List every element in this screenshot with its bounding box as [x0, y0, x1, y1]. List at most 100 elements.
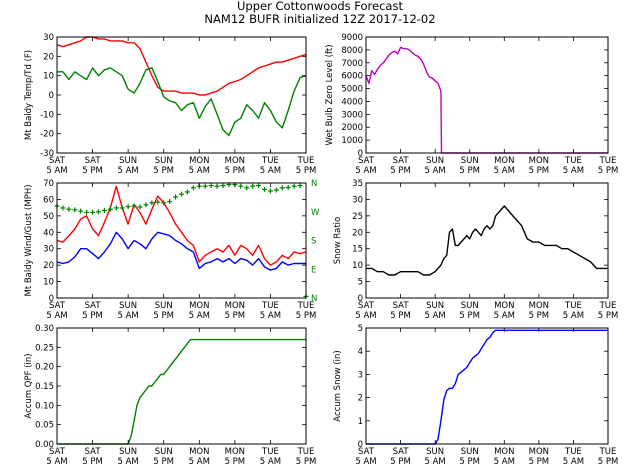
wind-direction-axis-label: N [311, 294, 317, 304]
x-tick-day-label: SAT [85, 301, 102, 311]
x-tick-time-label: 5 AM [355, 457, 376, 465]
y-tick-label: 30 [43, 245, 54, 255]
x-tick-time-label: 5 AM [355, 311, 376, 321]
x-tick-time-label: 5 AM [425, 457, 446, 465]
x-tick-day-label: TUE [599, 156, 617, 166]
x-tick-day-label: SAT [85, 447, 102, 457]
y-tick-label: 0 [49, 91, 54, 101]
y-tick-label: 3 [358, 370, 363, 380]
wind-direction-point [202, 183, 208, 189]
axes-frame [56, 327, 307, 445]
wind-direction-point [96, 209, 101, 215]
x-tick-time-label: 5 PM [390, 457, 411, 465]
x-tick-day-label: SAT [393, 156, 410, 166]
x-tick-time-label: 5 PM [529, 166, 550, 176]
x-tick-time-label: 5 AM [260, 311, 281, 321]
x-tick-day-label: MON [529, 447, 549, 457]
x-tick-day-label: SUN [461, 447, 479, 457]
x-tick-day-label: SUN [461, 156, 479, 166]
x-tick-day-label: MON [494, 447, 514, 457]
x-tick-day-label: SAT [358, 156, 375, 166]
wind-direction-point [285, 184, 291, 190]
wind-direction-point [267, 188, 273, 194]
x-tick-day-label: MON [189, 156, 209, 166]
x-tick-time-label: 5 PM [225, 311, 246, 321]
y-tick-label: 2 [358, 394, 363, 404]
y-tick-label: 8000 [341, 46, 363, 56]
wind-direction-point [262, 186, 267, 192]
x-tick-day-label: SAT [358, 447, 375, 457]
y-tick-label: 0.00 [35, 440, 54, 450]
y-tick-label: 5000 [341, 85, 363, 95]
x-tick-day-label: TUE [564, 447, 582, 457]
x-tick-time-label: 5 PM [153, 457, 174, 465]
y-tick-label: 70 [43, 179, 54, 189]
x-tick-day-label: SUN [155, 447, 173, 457]
x-tick-time-label: 5 AM [494, 311, 515, 321]
y-tick-label: 10 [43, 278, 54, 288]
series-line-snow [366, 329, 608, 445]
y-tick-label: 6000 [341, 72, 363, 82]
wind-direction-point [60, 205, 66, 211]
x-tick-day-label: TUE [297, 447, 315, 457]
x-tick-day-label: SUN [155, 301, 173, 311]
x-tick-day-label: SAT [358, 301, 375, 311]
x-tick-time-label: 5 PM [459, 166, 480, 176]
y-tick-label: 15 [352, 245, 363, 255]
wind-direction-axis-label: N [311, 179, 317, 189]
wind-direction-point [179, 191, 184, 197]
axes-frame [365, 327, 609, 445]
x-tick-day-label: MON [494, 156, 514, 166]
x-tick-day-label: MON [529, 156, 549, 166]
y-tick-label: 0.15 [35, 382, 54, 392]
x-tick-time-label: 5 AM [425, 166, 446, 176]
y-tick-label: 20 [43, 52, 54, 62]
wind-direction-point [113, 205, 119, 211]
series-line-wind [56, 231, 306, 271]
x-tick-time-label: 5 AM [260, 457, 281, 465]
y-tick-label: 35 [352, 179, 363, 189]
x-tick-time-label: 5 PM [390, 166, 411, 176]
series-line-qpf [57, 338, 306, 445]
y-tick-label: -30 [40, 149, 54, 159]
wind-direction-point [208, 183, 214, 189]
y-tick-label: 0.25 [35, 343, 54, 353]
x-tick-time-label: 5 PM [598, 457, 619, 465]
x-tick-time-label: 5 AM [355, 166, 376, 176]
y-tick-label: -20 [40, 130, 54, 140]
x-tick-day-label: SUN [119, 301, 137, 311]
y-tick-label: 9000 [341, 33, 363, 43]
wind-direction-point [101, 207, 107, 213]
wind-direction-point [291, 183, 297, 189]
x-tick-day-label: SAT [49, 156, 66, 166]
x-tick-day-label: SUN [426, 156, 444, 166]
wind-direction-point [72, 207, 78, 213]
wind-direction-point [125, 204, 131, 210]
x-tick-time-label: 5 PM [225, 166, 246, 176]
y-axis-label: Mt Baldy Wind/Gust (MPH) [24, 184, 34, 296]
x-tick-day-label: SAT [393, 301, 410, 311]
wind-direction-point [66, 206, 72, 212]
wind-direction-point [273, 187, 279, 193]
x-tick-time-label: 5 PM [296, 311, 317, 321]
wind-direction-point [297, 183, 303, 189]
x-tick-day-label: SAT [393, 447, 410, 457]
wind-direction-point [256, 183, 262, 189]
wind-direction-point [244, 185, 250, 191]
x-tick-time-label: 5 AM [46, 311, 67, 321]
x-tick-time-label: 5 PM [296, 166, 317, 176]
x-tick-time-label: 5 PM [459, 311, 480, 321]
chart-title: Upper Cottonwoods Forecast [237, 0, 403, 13]
y-tick-label: -10 [40, 110, 54, 120]
x-tick-time-label: 5 PM [390, 311, 411, 321]
x-tick-day-label: TUE [261, 301, 279, 311]
series-line-temp [56, 36, 307, 96]
y-tick-label: 1 [358, 417, 363, 427]
y-tick-label: 5 [358, 278, 363, 288]
x-tick-day-label: MON [189, 301, 209, 311]
wind-direction-axis-label: W [311, 208, 320, 218]
series-line-dewpoint [57, 67, 307, 137]
wind-direction-point [149, 200, 155, 206]
